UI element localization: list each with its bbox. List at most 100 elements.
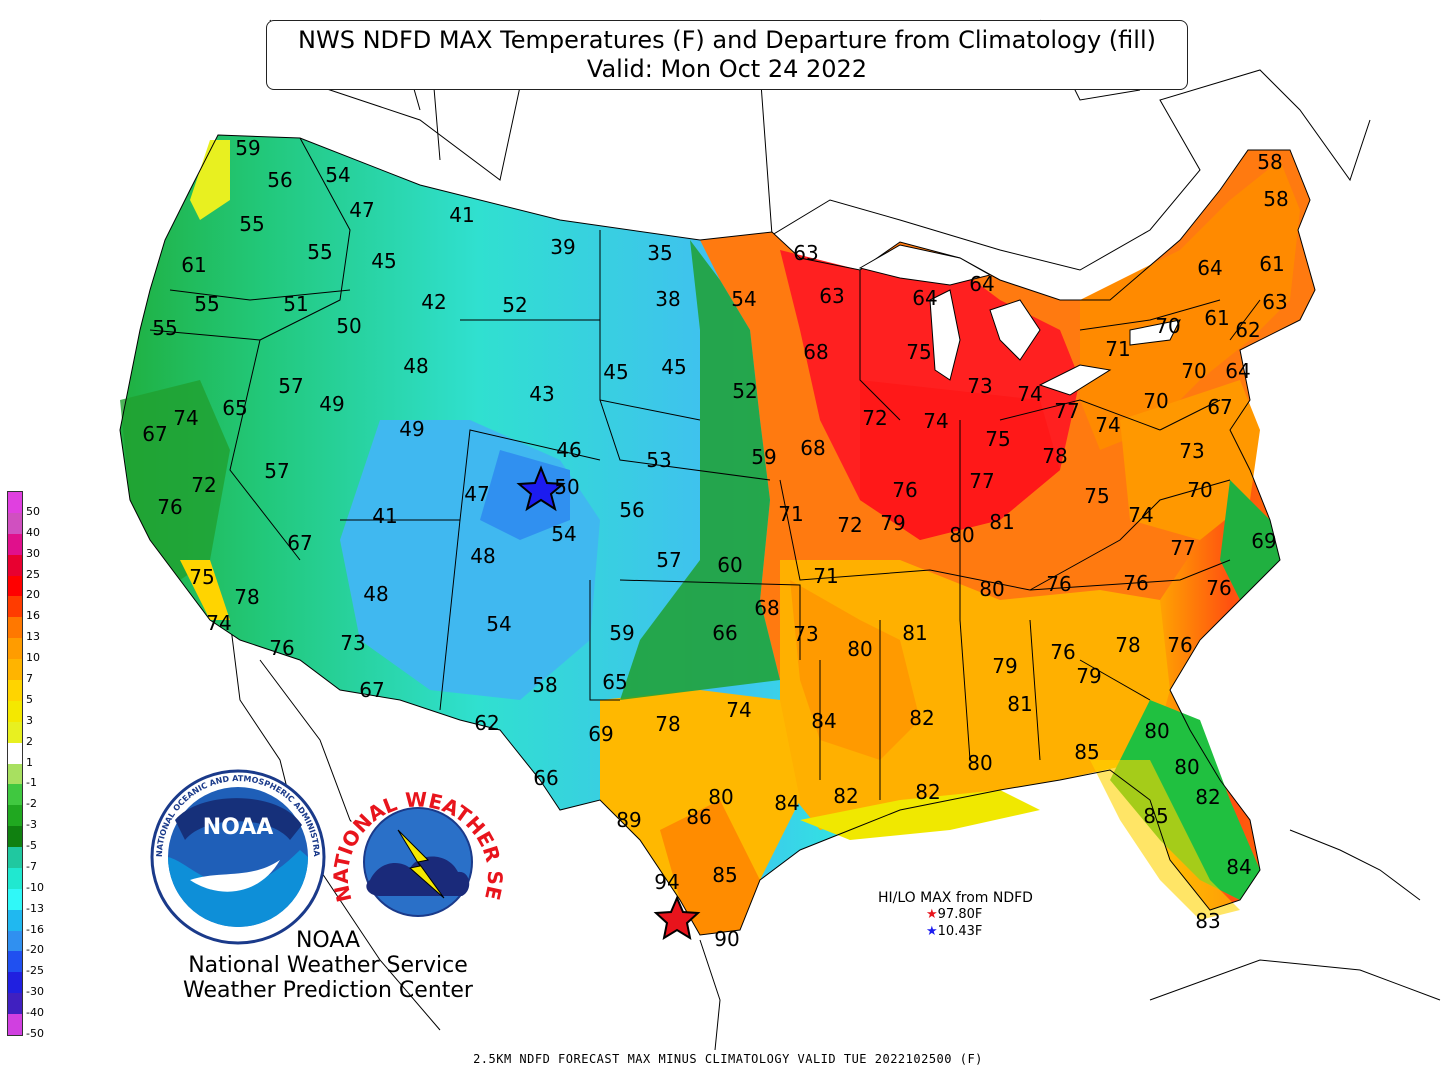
- temperature-label: 56: [619, 498, 644, 522]
- credit-noaa: NOAA: [295, 928, 361, 953]
- temperature-label: 80: [1144, 719, 1169, 743]
- temperature-label: 75: [906, 340, 931, 364]
- temperature-label: 63: [1262, 290, 1287, 314]
- temperature-label: 73: [340, 631, 365, 655]
- temperature-label: 63: [819, 284, 844, 308]
- temperature-label: 52: [502, 293, 527, 317]
- temperature-label: 64: [1197, 256, 1222, 280]
- temperature-label: 86: [686, 805, 711, 829]
- legend-label: -25: [26, 964, 44, 978]
- legend-swatch: [8, 617, 22, 639]
- legend-swatch: [8, 512, 22, 535]
- temperature-label: 60: [717, 553, 742, 577]
- temperature-label: 50: [554, 475, 579, 499]
- map-title: NWS NDFD MAX Temperatures (F) and Depart…: [298, 26, 1156, 54]
- temperature-label: 76: [1123, 571, 1148, 595]
- temperature-label: 70: [1187, 478, 1212, 502]
- temperature-label: 84: [1226, 855, 1251, 879]
- temperature-label: 61: [181, 253, 206, 277]
- temperature-label: 69: [588, 722, 613, 746]
- legend-swatch: [8, 909, 22, 932]
- temperature-label: 57: [278, 374, 303, 398]
- legend-swatch: [8, 554, 22, 577]
- temperature-label: 59: [751, 445, 776, 469]
- temperature-label: 74: [1095, 413, 1120, 437]
- temperature-label: 82: [915, 780, 940, 804]
- temperature-label: 72: [837, 513, 862, 537]
- legend-label: -5: [26, 839, 37, 853]
- legend-label: 2: [26, 734, 33, 748]
- temperature-label: 85: [712, 863, 737, 887]
- hilo-title: HI/LO MAX from NDFD: [878, 890, 1033, 906]
- hilo-hi-value: 97.80F: [937, 907, 983, 922]
- legend-label: -30: [26, 985, 44, 999]
- temperature-label: 76: [892, 478, 917, 502]
- credit-wpc: Weather Prediction Center: [183, 978, 473, 1003]
- lo-star-icon: ★: [926, 924, 938, 939]
- legend-label: -16: [26, 922, 44, 936]
- temperature-label: 56: [267, 168, 292, 192]
- color-legend: [7, 491, 23, 1036]
- legend-label: 30: [26, 546, 40, 560]
- legend-swatch: [8, 596, 22, 618]
- temperature-label: 81: [989, 510, 1014, 534]
- temperature-label: 45: [603, 360, 628, 384]
- credit-nws: National Weather Service: [188, 953, 468, 978]
- legend-swatch: [8, 575, 22, 597]
- temperature-label: 89: [616, 808, 641, 832]
- legend-label: -20: [26, 943, 44, 957]
- legend-swatch: [8, 638, 22, 660]
- temperature-label: 39: [550, 235, 575, 259]
- temperature-label: 85: [1143, 804, 1168, 828]
- temperature-label: 77: [1054, 399, 1079, 423]
- legend-label: 10: [26, 651, 40, 665]
- legend-swatch: [8, 492, 22, 514]
- temperature-label: 49: [319, 392, 344, 416]
- temperature-label: 94: [654, 870, 679, 894]
- temperature-label: 64: [1225, 359, 1250, 383]
- temperature-label: 79: [1076, 664, 1101, 688]
- temperature-label: 80: [949, 523, 974, 547]
- temperature-label: 70: [1181, 359, 1206, 383]
- temperature-label: 73: [793, 622, 818, 646]
- legend-swatch: [8, 951, 22, 973]
- temperature-label: 47: [349, 198, 374, 222]
- temperature-label: 78: [1115, 633, 1140, 657]
- temperature-label: 55: [239, 212, 264, 236]
- temperature-label: 74: [206, 611, 231, 635]
- temperature-label: 79: [880, 511, 905, 535]
- temperature-label: 67: [1207, 395, 1232, 419]
- temperature-label: 54: [731, 287, 756, 311]
- legend-label: 13: [26, 630, 40, 644]
- temperature-label: 45: [661, 355, 686, 379]
- temperature-label: 54: [486, 612, 511, 636]
- temperature-label: 66: [533, 766, 558, 790]
- legend-label: -1: [26, 776, 37, 790]
- temperature-label: 73: [1179, 439, 1204, 463]
- temperature-label: 35: [647, 241, 672, 265]
- temperature-label: 75: [1084, 484, 1109, 508]
- temperature-label: 66: [712, 621, 737, 645]
- temperature-label: 68: [800, 436, 825, 460]
- legend-label: 7: [26, 671, 33, 685]
- temperature-label: 54: [551, 522, 576, 546]
- map-title-box: NWS NDFD MAX Temperatures (F) and Depart…: [266, 20, 1188, 90]
- legend-label: 5: [26, 692, 33, 706]
- temperature-label: 69: [1251, 529, 1276, 553]
- temperature-label: 41: [372, 504, 397, 528]
- legend-swatch: [8, 930, 22, 952]
- legend-label: 3: [26, 713, 33, 727]
- temperature-labels: 59 56 54 47 41 55 39 35 63 58 58 55 45 61 64 61 64 38 54 63…: [142, 136, 1288, 951]
- temperature-label: 48: [363, 582, 388, 606]
- temperature-label: 79: [992, 654, 1017, 678]
- legend-swatch: [8, 972, 22, 994]
- temperature-label: 81: [902, 621, 927, 645]
- legend-swatch: [8, 784, 22, 806]
- temperature-label: 74: [1017, 382, 1042, 406]
- temperature-label: 74: [726, 698, 751, 722]
- legend-swatch: [8, 700, 22, 723]
- hilo-hi: ★97.80F: [926, 906, 1033, 923]
- temperature-label: 67: [287, 531, 312, 555]
- state-borders: [119, 134, 1316, 936]
- hi-star-marker: [653, 895, 701, 941]
